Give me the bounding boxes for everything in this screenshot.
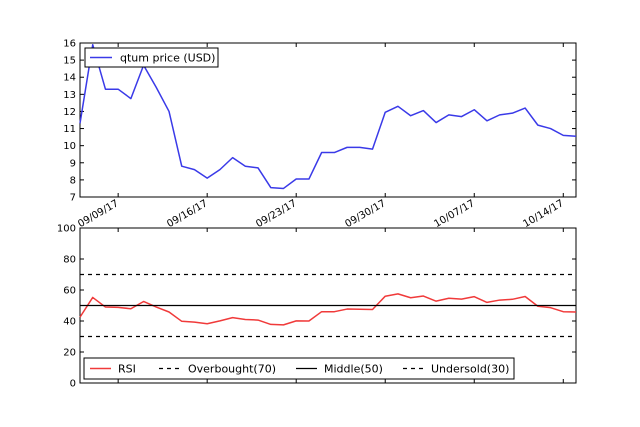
price-ytick-label: 7 (70, 193, 76, 204)
price-series-line (79, 43, 577, 190)
price-chart-panel: 7 8 9 10 11 12 13 14 15 16 09/09/17 09/16/17 09/23/… (63, 39, 577, 230)
price-y-axis: 7 8 9 10 11 12 13 14 15 16 (63, 39, 576, 204)
price-xtick-label: 09/23/17 (254, 198, 298, 230)
price-ytick-label: 12 (63, 107, 76, 118)
rsi-chart-panel: 0 20 40 60 80 100 RSI Overbought(70) Middle(5… (57, 224, 577, 390)
price-legend: qtum price (USD) (84, 47, 219, 68)
rsi-ytick-label: 20 (63, 348, 76, 359)
rsi-x-axis (117, 228, 564, 383)
rsi-ytick-label: 100 (57, 224, 76, 235)
rsi-legend-label-overbought: Overbought(70) (188, 363, 276, 376)
rsi-legend-label-middle: Middle(50) (324, 363, 383, 376)
price-xtick-label: 10/14/17 (521, 198, 565, 230)
price-ytick-label: 10 (63, 141, 76, 152)
rsi-ytick-label: 60 (63, 286, 76, 297)
rsi-ytick-label: 0 (70, 379, 76, 390)
rsi-legend-label-undersold: Undersold(30) (431, 363, 509, 376)
price-xtick-label: 10/07/17 (432, 198, 476, 230)
rsi-legend-label-rsi: RSI (118, 363, 136, 376)
price-ytick-label: 9 (70, 158, 76, 169)
price-ytick-label: 15 (63, 56, 76, 67)
rsi-legend: RSI Overbought(70) Middle(50) Undersold(… (83, 357, 515, 380)
rsi-ytick-label: 40 (63, 317, 76, 328)
rsi-y-axis: 0 20 40 60 80 100 (57, 224, 576, 390)
price-ytick-label: 14 (63, 73, 76, 84)
price-ytick-label: 8 (70, 175, 76, 186)
price-xtick-label: 09/30/17 (343, 198, 387, 230)
rsi-ytick-label: 80 (63, 255, 76, 266)
price-ytick-label: 16 (63, 39, 76, 50)
price-legend-label: qtum price (USD) (120, 52, 215, 65)
rsi-series-line (79, 293, 577, 326)
rsi-series-group (79, 273, 577, 338)
price-series-group (79, 43, 577, 190)
price-plot-area (79, 42, 577, 198)
price-legend-box (84, 47, 219, 68)
price-ytick-label: 13 (63, 90, 76, 101)
price-ytick-label: 11 (63, 124, 76, 135)
price-xtick-label: 09/09/17 (76, 198, 120, 230)
price-xtick-label: 09/16/17 (165, 198, 209, 230)
